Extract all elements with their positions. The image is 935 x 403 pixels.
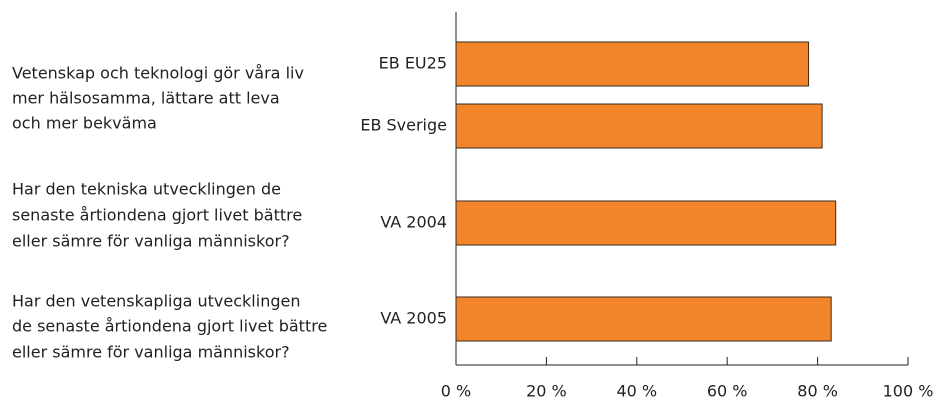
question-text: Vetenskap och teknologi gör våra liv (12, 64, 304, 83)
x-tick-label: 80 % (797, 382, 838, 401)
x-tick-label: 100 % (883, 382, 934, 401)
x-tick-label: 60 % (707, 382, 748, 401)
question-text: och mer bekväma (12, 114, 157, 133)
bar (455, 103, 823, 149)
x-tick-label: 20 % (526, 382, 567, 401)
category-label: EB EU25 (379, 54, 447, 73)
question-text: de senaste årtiondena gjort livet bättre (12, 317, 327, 336)
question-text: eller sämre för vanliga människor? (12, 343, 290, 362)
category-label: VA 2005 (380, 309, 447, 328)
question-text: Har den tekniska utvecklingen de (12, 180, 281, 199)
bar (455, 296, 832, 342)
bar (455, 200, 837, 246)
x-tick-label: 40 % (616, 382, 657, 401)
question-text: senaste årtiondena gjort livet bättre (12, 206, 302, 225)
question-text: eller sämre för vanliga människor? (12, 232, 290, 251)
question-text: Har den vetenskapliga utvecklingen (12, 292, 300, 311)
x-tick-label: 0 % (441, 382, 471, 401)
category-label: VA 2004 (380, 213, 447, 232)
bar (455, 41, 810, 87)
category-label: EB Sverige (360, 116, 447, 135)
question-text: mer hälsosamma, lättare att leva (12, 89, 280, 108)
